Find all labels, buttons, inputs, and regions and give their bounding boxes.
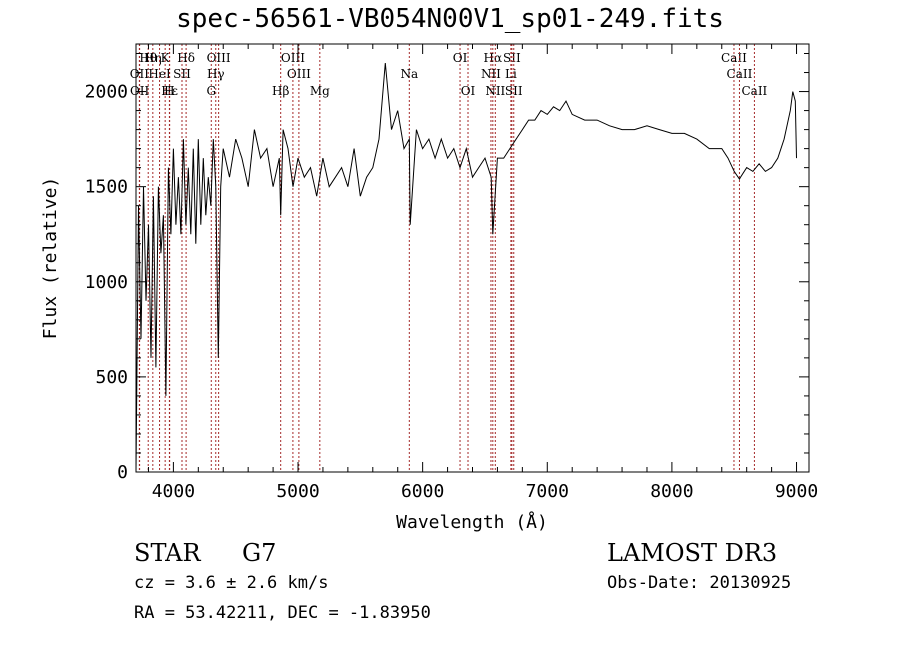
emission-line-label: NII — [481, 67, 501, 81]
coordinates-text: RA = 53.42211, DEC = -1.83950 — [134, 603, 431, 623]
emission-line-label: OIII — [281, 51, 305, 65]
x-tick-label: 8000 — [650, 481, 693, 502]
emission-line-label: CaII — [741, 84, 767, 98]
emission-line-label: Hα — [484, 51, 503, 65]
object-class: STAR — [134, 539, 201, 567]
subclass: G7 — [242, 539, 277, 567]
emission-line-label: Hη — [144, 51, 162, 65]
y-tick-label: 0 — [117, 462, 128, 483]
emission-line-label: Mg — [310, 84, 330, 98]
x-tick-label: 6000 — [401, 481, 444, 502]
emission-line-label: OI — [461, 84, 476, 98]
y-tick-label: 1500 — [85, 177, 128, 198]
plot-frame — [135, 43, 810, 473]
emission-line-label: SII — [505, 84, 523, 98]
emission-line-label: HeI — [148, 67, 171, 81]
emission-line-label: OIII — [207, 51, 231, 65]
chart-title: spec-56561-VB054N00V1_sp01-249.fits — [176, 4, 724, 34]
emission-line-label: OI — [453, 51, 468, 65]
y-tick-label: 1000 — [85, 272, 128, 293]
x-tick-label: 7000 — [526, 481, 569, 502]
emission-line-label: G — [206, 84, 216, 98]
obs-date: Obs-Date: 20130925 — [607, 573, 792, 593]
y-axis-label: Flux (relative) — [40, 177, 61, 340]
emission-line-label: Hε — [161, 84, 178, 98]
x-tick-label: 9000 — [775, 481, 818, 502]
emission-line-label: Hδ — [177, 51, 195, 65]
x-tick-label: 5000 — [276, 481, 319, 502]
emission-line-label: Hβ — [272, 84, 289, 98]
emission-line-label: NII — [485, 84, 505, 98]
x-tick-label: 4000 — [152, 481, 195, 502]
y-tick-label: 500 — [95, 367, 128, 388]
emission-line-label: SII — [503, 51, 521, 65]
emission-line-label: H — [164, 84, 174, 98]
emission-line-label: CaII — [727, 67, 753, 81]
spectrum-line — [135, 62, 797, 473]
emission-line-label: OII — [130, 84, 150, 98]
emission-line-label: SII — [173, 67, 191, 81]
emission-line-label: Na — [400, 67, 418, 81]
emission-line-label: Hγ — [207, 67, 225, 81]
x-axis-label: Wavelength (Å) — [396, 511, 548, 533]
emission-line-label: CaII — [721, 51, 747, 65]
emission-line-label: OIII — [287, 67, 311, 81]
axes-layer: 4000 5000 6000 7000 8000 9000 0 500 1000 1500 2000 — [85, 44, 818, 502]
survey-name: LAMOST DR3 — [607, 539, 778, 567]
y-tick-label: 2000 — [85, 82, 128, 103]
emission-line-label: K — [161, 51, 171, 65]
redshift-text: cz = 3.6 ± 2.6 km/s — [134, 573, 329, 593]
emission-line-label: Li — [505, 67, 517, 81]
